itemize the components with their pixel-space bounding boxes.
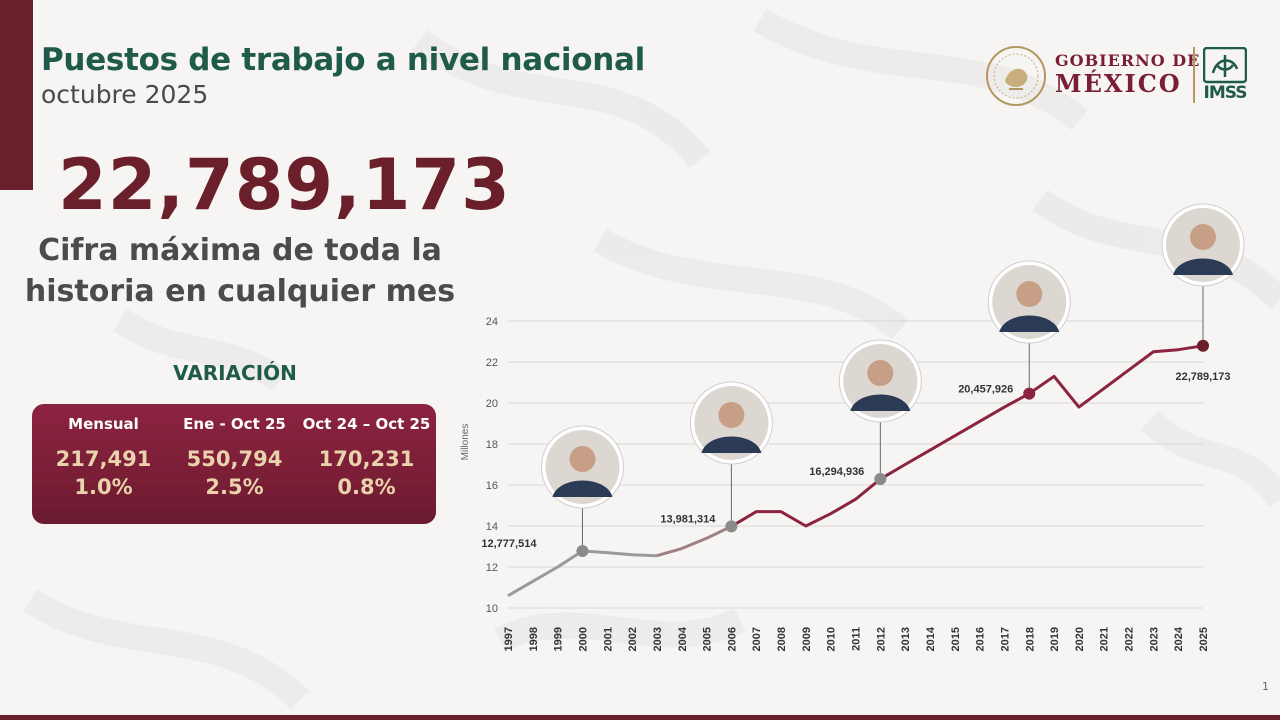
y-tick-label: 16 (486, 480, 498, 492)
variation-title: VARIACIÓN (173, 361, 297, 385)
left-accent-bar (0, 0, 33, 190)
variation-value: 217,491 (55, 447, 152, 471)
data-point-marker (1023, 387, 1036, 400)
x-tick-label: 2008 (776, 627, 788, 651)
portrait-shoulders (850, 394, 911, 411)
data-point-marker (874, 473, 887, 486)
portrait-face (1016, 281, 1043, 307)
x-tick-label: 2010 (826, 627, 838, 651)
logo-divider (1193, 47, 1195, 103)
variation-header: Oct 24 – Oct 25 (302, 415, 431, 433)
x-tick-label: 1998 (528, 627, 540, 651)
x-tick-label: 2000 (577, 627, 589, 651)
headline-text: Cifra máxima de toda la historia en cual… (24, 233, 456, 309)
x-tick-label: 2015 (950, 627, 962, 651)
variation-value: 170,231 (318, 447, 415, 471)
x-tick-label: 2018 (1024, 627, 1036, 651)
y-tick-label: 12 (486, 562, 498, 574)
imss-emblem-icon (1203, 47, 1247, 84)
bottom-accent-bar (0, 715, 1280, 720)
government-wordmark-line2: MÉXICO (1055, 69, 1182, 98)
government-wordmark: GOBIERNO DE MÉXICO (1055, 51, 1200, 98)
x-tick-label: 2002 (627, 627, 639, 651)
x-tick-label: 2011 (851, 627, 863, 651)
x-tick-label: 2012 (875, 627, 887, 651)
variation-header: Mensual (68, 415, 139, 433)
variation-monthly: Mensual 217,491 1.0% (36, 404, 171, 499)
portrait-face (867, 360, 894, 386)
portrait-face (718, 402, 745, 428)
x-tick-label: 2003 (652, 627, 664, 651)
series-line-segment (582, 549, 657, 558)
data-label: 13,981,314 (660, 513, 716, 525)
imss-label: IMSS (1203, 83, 1248, 103)
data-label: 22,789,173 (1175, 371, 1230, 383)
y-axis-label: Millones (460, 424, 471, 461)
data-point-marker (1197, 339, 1209, 352)
government-wordmark-line1: GOBIERNO DE (1055, 51, 1201, 70)
x-tick-label: 2020 (1074, 627, 1086, 651)
x-tick-label: 2022 (1124, 627, 1136, 651)
headline-number: 22,789,173 (58, 144, 511, 226)
variation-header: Ene - Oct 25 (183, 415, 286, 433)
y-tick-label: 14 (486, 521, 498, 533)
data-label: 12,777,514 (481, 538, 537, 550)
x-tick-label: 2009 (801, 627, 813, 651)
government-logo: GOBIERNO DE MÉXICO IMSS (985, 45, 1255, 107)
y-tick-label: 22 (486, 357, 498, 369)
page-title: Puestos de trabajo a nivel nacional (41, 42, 645, 78)
x-tick-label: 2019 (1049, 627, 1061, 651)
x-tick-label: 2013 (900, 627, 912, 651)
x-tick-label: 2001 (602, 627, 614, 651)
variation-annual: Oct 24 – Oct 25 170,231 0.8% (299, 404, 434, 499)
x-tick-label: 2007 (751, 627, 763, 651)
x-tick-label: 2024 (1173, 626, 1185, 651)
x-tick-label: 2006 (726, 627, 738, 651)
data-point-marker (725, 520, 738, 533)
series-line-segment (656, 525, 733, 558)
y-tick-label: 18 (486, 439, 498, 451)
portrait-shoulders (552, 480, 613, 497)
variation-percent: 0.8% (337, 475, 396, 499)
variation-year-to-date: Ene - Oct 25 550,794 2.5% (167, 404, 302, 499)
portrait-face (1190, 224, 1216, 250)
variation-percent: 1.0% (74, 475, 133, 499)
variation-percent: 2.5% (205, 475, 264, 499)
x-tick-label: 1997 (503, 627, 515, 651)
data-label: 16,294,936 (809, 466, 864, 478)
x-tick-label: 2025 (1198, 627, 1210, 651)
x-tick-label: 2017 (999, 627, 1011, 651)
portrait-shoulders (999, 315, 1060, 332)
portrait-face (569, 446, 596, 472)
data-point-marker (576, 545, 589, 558)
y-tick-label: 24 (486, 316, 498, 328)
x-tick-label: 2004 (677, 626, 689, 651)
y-tick-label: 20 (486, 398, 498, 410)
x-tick-label: 2014 (925, 626, 937, 651)
y-tick-label: 10 (486, 603, 498, 615)
data-label: 20,457,926 (958, 384, 1013, 396)
variation-panel: Mensual 217,491 1.0% Ene - Oct 25 550,79… (32, 404, 436, 524)
x-tick-label: 1999 (553, 627, 565, 651)
national-seal-icon (986, 46, 1046, 106)
x-tick-label: 2016 (975, 627, 987, 651)
page-subtitle: octubre 2025 (41, 80, 209, 109)
portrait-shoulders (701, 436, 762, 453)
page-number: 1 (1262, 680, 1269, 693)
x-tick-label: 2005 (702, 627, 714, 651)
variation-value: 550,794 (186, 447, 283, 471)
x-tick-label: 2021 (1099, 627, 1111, 651)
series-line-segment (507, 549, 584, 597)
portrait-shoulders (1173, 258, 1233, 275)
x-tick-label: 2023 (1148, 627, 1160, 651)
series-line-segment (730, 344, 1204, 528)
